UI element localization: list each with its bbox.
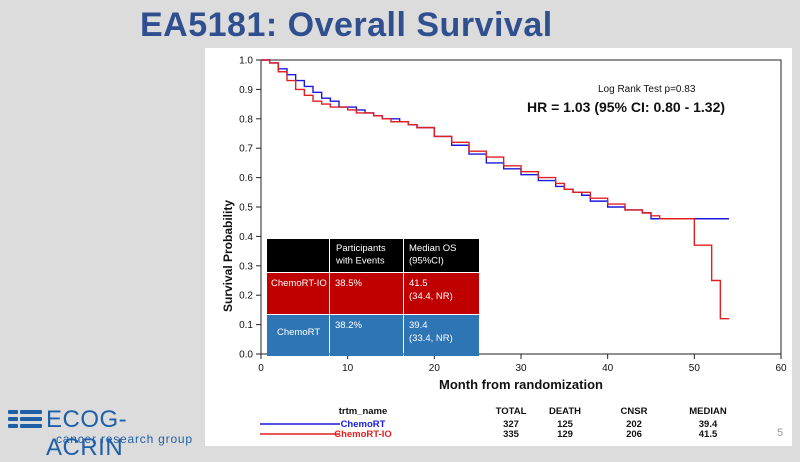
y-tick-label: 0.4 bbox=[239, 232, 253, 243]
y-tick-label: 0.6 bbox=[239, 173, 253, 184]
inset-header-events: Participants with Events bbox=[335, 243, 386, 267]
inset-ci-value: (33.4, NR) bbox=[409, 333, 453, 344]
legend-median: 41.5 bbox=[699, 429, 718, 440]
page-number: 5 bbox=[777, 427, 783, 439]
inset-header-cell bbox=[267, 239, 329, 272]
inset-events-value: 38.2% bbox=[335, 320, 362, 331]
logrank-annotation: Log Rank Test p=0.83 bbox=[598, 84, 696, 95]
legend-death: 129 bbox=[557, 429, 573, 440]
inset-ci-value: (34.4, NR) bbox=[409, 291, 453, 302]
x-tick-label: 10 bbox=[342, 363, 354, 374]
inset-events-value: 38.5% bbox=[335, 278, 362, 289]
y-tick-label: 0.5 bbox=[239, 203, 253, 214]
ecog-acrin-logo: ECOG-ACRIN cancer research group bbox=[8, 406, 198, 446]
x-tick-label: 30 bbox=[515, 363, 527, 374]
legend-header-total: TOTAL bbox=[496, 406, 527, 417]
legend-header-death: DEATH bbox=[549, 406, 581, 417]
y-tick-label: 0.3 bbox=[239, 261, 253, 272]
legend-header-median: MEDIAN bbox=[689, 406, 727, 417]
inset-arm-label: ChemoRT bbox=[277, 327, 320, 338]
x-tick-label: 60 bbox=[775, 363, 787, 374]
legend-header-cnsr: CNSR bbox=[621, 406, 648, 417]
y-tick-label: 0.9 bbox=[239, 85, 253, 96]
logo-subtitle: cancer research group bbox=[56, 432, 193, 446]
x-tick-label: 50 bbox=[689, 363, 701, 374]
inset-arm-label: ChemoRT-IO bbox=[271, 278, 327, 289]
x-tick-label: 0 bbox=[258, 363, 264, 374]
slide-title: EA5181: Overall Survival bbox=[140, 6, 553, 45]
y-tick-label: 0.2 bbox=[239, 291, 253, 302]
x-axis-label: Month from randomization bbox=[439, 377, 603, 392]
y-tick-label: 1.0 bbox=[239, 56, 253, 67]
y-tick-label: 0.8 bbox=[239, 114, 253, 125]
legend-total: 335 bbox=[503, 429, 520, 440]
y-tick-label: 0.1 bbox=[239, 320, 253, 331]
inset-median-value: 41.5 bbox=[409, 278, 428, 289]
x-tick-label: 20 bbox=[429, 363, 441, 374]
legend-cnsr: 206 bbox=[626, 429, 642, 440]
y-axis-label: Survival Probability bbox=[221, 200, 235, 312]
y-tick-label: 0.0 bbox=[239, 350, 253, 361]
hr-annotation: HR = 1.03 (95% CI: 0.80 - 1.32) bbox=[527, 99, 725, 115]
legend-header-trtm_name: trtm_name bbox=[339, 406, 388, 417]
x-tick-label: 40 bbox=[602, 363, 614, 374]
y-tick-label: 0.7 bbox=[239, 144, 253, 155]
survival-chart: 0.0 0.1 0.2 0.3 0.4 0.5 0.6 0.7 0.8 0.9 1.0 0 10 20 30… bbox=[205, 48, 792, 446]
chart-panel: 0.0 0.1 0.2 0.3 0.4 0.5 0.6 0.7 0.8 0.9 1.0 0 10 20 30… bbox=[205, 48, 792, 446]
legend-name: ChemoRT-IO bbox=[334, 429, 392, 440]
inset-median-value: 39.4 bbox=[409, 320, 428, 331]
